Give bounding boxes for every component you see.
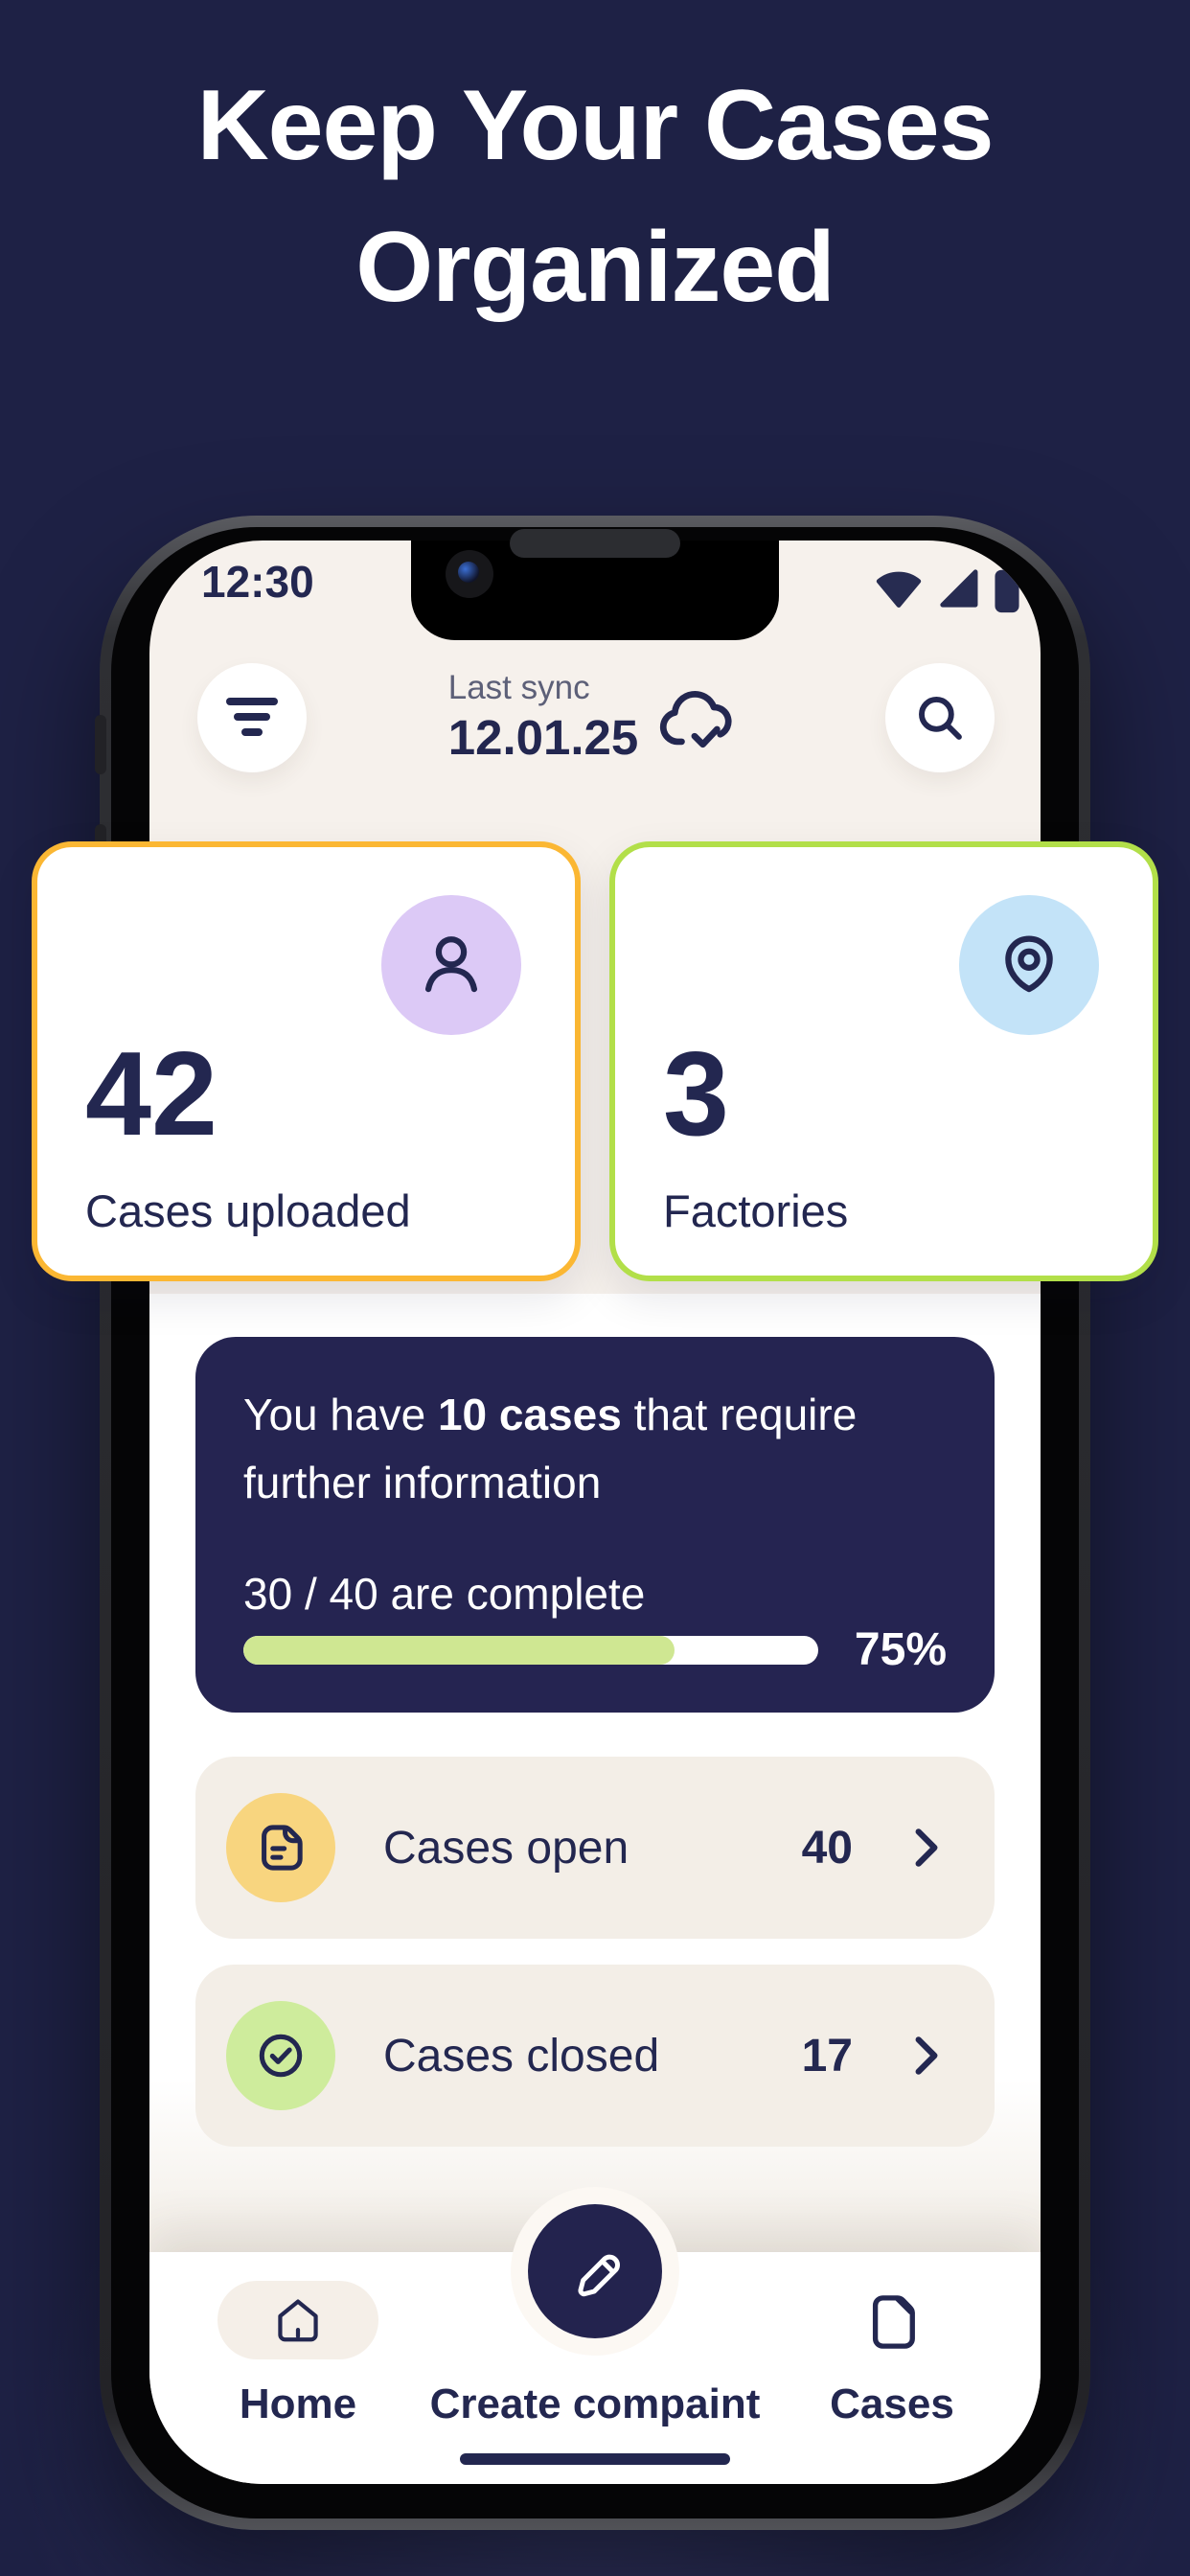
page-title: Keep Your Cases Organized <box>0 56 1190 338</box>
nav-label-home: Home <box>239 2380 357 2427</box>
battery-icon <box>991 562 1023 615</box>
page-title-line2: Organized <box>355 211 835 323</box>
stat-value-cases-uploaded: 42 <box>85 1028 217 1161</box>
summary-card: You have 10 cases that require further i… <box>195 1337 995 1713</box>
home-indicator[interactable] <box>460 2453 730 2465</box>
home-active-pill <box>217 2281 378 2359</box>
last-sync-label: Last sync <box>447 669 590 706</box>
summary-progress-text: 30 / 40 are complete <box>243 1568 646 1619</box>
progress-bar <box>243 1635 818 1665</box>
page-title-line1: Keep Your Cases <box>196 70 995 181</box>
cases-closed-label: Cases closed <box>383 2030 660 2082</box>
fab-ring <box>511 2187 679 2356</box>
stat-label-cases-uploaded: Cases uploaded <box>85 1185 411 1236</box>
last-sync-date: 12.01.25 <box>447 710 639 765</box>
cloud-sync-icon <box>653 678 742 757</box>
stat-card-cases-uploaded[interactable]: 42 Cases uploaded <box>32 841 581 1281</box>
nav-item-cases[interactable]: Cases <box>748 2252 1036 2428</box>
search-icon <box>912 690 968 746</box>
nav-item-home[interactable]: Home <box>154 2252 442 2428</box>
stat-card-factories[interactable]: 3 Factories <box>609 841 1158 1281</box>
mute-switch <box>95 715 106 774</box>
document-icon <box>226 1793 335 1902</box>
camera-lens <box>446 550 493 598</box>
summary-message: You have 10 cases that require further i… <box>243 1390 858 1508</box>
nav-item-create-complaint[interactable]: Create compaint <box>430 2252 761 2428</box>
phone-screen: 12:30 Last sync <box>149 540 1041 2484</box>
cases-open-label: Cases open <box>383 1822 629 1874</box>
nav-label-cases: Cases <box>830 2380 954 2427</box>
last-sync: Last sync 12.01.25 <box>448 669 743 766</box>
filter-icon <box>226 698 278 738</box>
cases-open-row[interactable]: Cases open 40 <box>195 1757 995 1939</box>
person-icon <box>381 895 521 1035</box>
check-circle-icon <box>226 2001 335 2110</box>
status-icons <box>874 562 1023 615</box>
home-icon <box>272 2294 324 2346</box>
stat-label-factories: Factories <box>663 1185 849 1236</box>
chevron-right-icon <box>912 1825 941 1871</box>
file-icon <box>812 2285 973 2359</box>
progress-bar-fill <box>243 1635 675 1665</box>
pencil-icon <box>563 2240 627 2303</box>
cellular-icon <box>935 568 979 609</box>
nav-label-create-complaint: Create compaint <box>429 2380 761 2427</box>
status-time: 12:30 <box>201 557 314 607</box>
location-pin-icon <box>959 895 1099 1035</box>
progress-percent-label: 75% <box>854 1624 947 1675</box>
search-button[interactable] <box>885 663 995 772</box>
create-complaint-fab[interactable] <box>528 2204 662 2338</box>
speaker-grille <box>510 529 680 558</box>
cases-closed-row[interactable]: Cases closed 17 <box>195 1965 995 2147</box>
chevron-right-icon <box>912 2033 941 2079</box>
stat-value-factories: 3 <box>663 1028 729 1161</box>
filter-button[interactable] <box>197 663 307 772</box>
cases-closed-count: 17 <box>801 2030 853 2082</box>
phone-mockup: 12:30 Last sync <box>95 516 1095 2530</box>
cases-open-count: 40 <box>801 1822 853 1874</box>
wifi-icon <box>874 568 924 609</box>
